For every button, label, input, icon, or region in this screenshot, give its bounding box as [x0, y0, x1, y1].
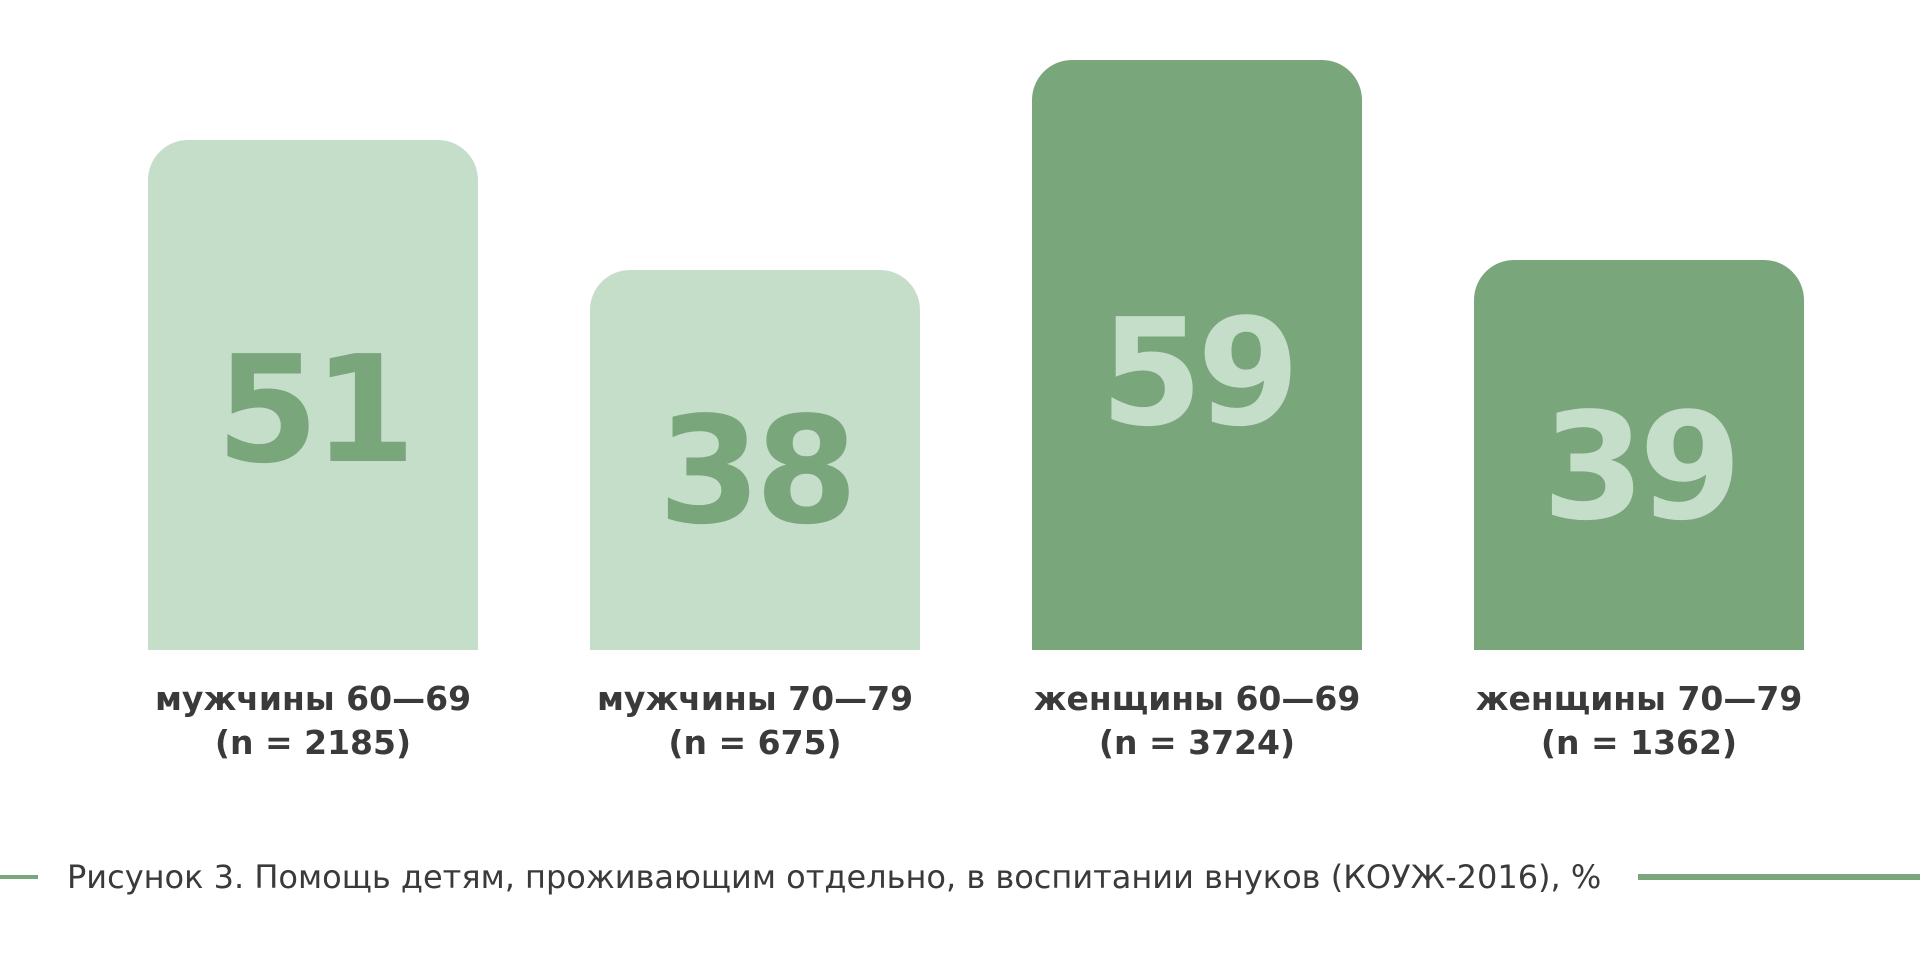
figure-caption: Рисунок 3. Помощь детям, проживающим отд… [0, 855, 1920, 899]
bar-chart: 51 мужчины 60—69 (n = 2185) 38 мужчины 70—79… [103, 60, 1849, 765]
category-sample-size: (n = 2185) [214, 723, 412, 762]
category-sample-size: (n = 675) [668, 723, 842, 762]
chart-bar: 38 [590, 270, 920, 650]
chart-bar: 39 [1474, 260, 1804, 650]
category-label: мужчины 70—79 (n = 675) [545, 677, 965, 765]
category-name: мужчины 60—69 [154, 679, 472, 718]
bar-value-label: 59 [1100, 287, 1300, 459]
category-sample-size: (n = 3724) [1098, 723, 1296, 762]
caption-rule-left [0, 875, 38, 879]
category-label: женщины 60—69 (n = 3724) [987, 677, 1407, 765]
caption-text: Рисунок 3. Помощь детям, проживающим отд… [67, 858, 1602, 896]
bar-value-label: 39 [1542, 381, 1742, 553]
chart-bar: 51 [148, 140, 478, 650]
chart-bar: 59 [1032, 60, 1362, 650]
category-label: мужчины 60—69 (n = 2185) [103, 677, 523, 765]
bar-value-label: 38 [658, 385, 858, 557]
category-label: женщины 70—79 (n = 1362) [1429, 677, 1849, 765]
category-name: женщины 60—69 [1033, 679, 1361, 718]
category-name: женщины 70—79 [1475, 679, 1803, 718]
category-sample-size: (n = 1362) [1540, 723, 1738, 762]
bar-value-label: 51 [216, 324, 416, 496]
category-name: мужчины 70—79 [596, 679, 914, 718]
caption-rule-right [1638, 874, 1920, 880]
